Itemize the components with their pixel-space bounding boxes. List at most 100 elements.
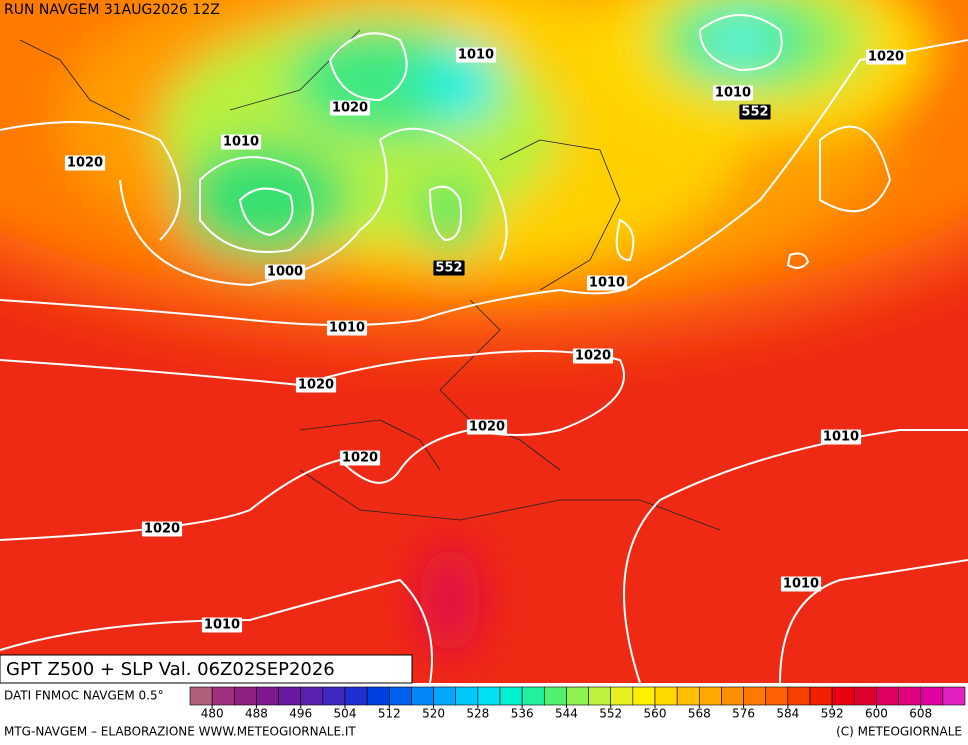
color-box — [809, 686, 833, 706]
title-box — [0, 654, 413, 684]
isobar-label-group: 1010 — [712, 85, 754, 101]
color-box — [654, 686, 678, 706]
color-box — [566, 686, 589, 706]
color-box — [366, 686, 390, 706]
isobar-label-group: 1020 — [329, 100, 371, 116]
color-box — [411, 686, 434, 706]
isobar — [328, 14, 892, 269]
isobar-label-group: 1020 — [865, 49, 907, 65]
isobar-label: 1010 — [204, 618, 240, 633]
tick-label: 584 — [776, 707, 799, 721]
isobar-label-bg — [780, 576, 822, 592]
isobar-label: 1010 — [223, 135, 259, 150]
isobar-label-group: 1020 — [295, 377, 337, 393]
isobar-label: 1020 — [575, 349, 611, 364]
run-label: RUN NAVGEM 31AUG2026 12Z — [4, 2, 220, 18]
tick-label: 528 — [466, 707, 489, 721]
isobar-label-bg — [329, 100, 371, 116]
isobar-label-group: 1010 — [220, 134, 262, 150]
color-box — [256, 686, 279, 706]
isobar-label-group: 1020 — [466, 419, 508, 435]
tick-label: 504 — [334, 707, 357, 721]
isobar-label: 1020 — [469, 420, 505, 435]
geopotential-field — [0, 0, 968, 655]
color-box — [278, 686, 302, 706]
isobar-label: 1010 — [458, 48, 494, 63]
isobar-label: 1020 — [868, 50, 904, 65]
isobar-label-group: 1010 — [820, 429, 862, 445]
tick-label: 480 — [201, 707, 224, 721]
isobar-label-bg — [865, 49, 907, 65]
color-box — [499, 686, 523, 706]
isobar-label-group: 1010 — [455, 47, 497, 63]
tick-label: 560 — [644, 707, 667, 721]
isobar-label-bg — [64, 155, 106, 171]
footer-left: MTG-NAVGEM – ELABORAZIONE WWW.METEOGIORN… — [4, 725, 356, 739]
color-box — [876, 686, 899, 706]
color-box — [743, 686, 767, 706]
isobar-label-group: 1010 — [326, 320, 368, 336]
height-label: 552 — [435, 261, 462, 276]
tick-label: 488 — [245, 707, 268, 721]
color-box — [942, 686, 966, 706]
isobar-label: 1020 — [67, 156, 103, 171]
color-box — [698, 686, 722, 706]
isobar-label-bg — [201, 617, 243, 633]
isobar-label-bg — [455, 47, 497, 63]
isobar-label: 1010 — [329, 321, 365, 336]
isobar-label-group: 1020 — [141, 521, 183, 537]
isobar-label: 1010 — [823, 430, 859, 445]
color-box — [388, 686, 412, 706]
isobar-label-group: 1020 — [572, 348, 614, 364]
color-box — [610, 686, 634, 706]
tick-label: 552 — [599, 707, 622, 721]
isobar-label: 1010 — [783, 577, 819, 592]
isobar-label: 1010 — [715, 86, 751, 101]
tick-label: 512 — [378, 707, 401, 721]
isobar — [0, 39, 968, 326]
map: RUN NAVGEM 31AUG2026 12Z 1010 1020 1010 102… — [0, 0, 968, 683]
color-box — [189, 686, 213, 706]
isobar-label-bg — [326, 320, 368, 336]
color-box — [765, 686, 789, 706]
tick-label: 576 — [732, 707, 755, 721]
isobar-label-group: 1000 — [264, 264, 306, 280]
isobar-label-bg — [264, 264, 306, 280]
tick-label: 496 — [289, 707, 312, 721]
isobar-label-group: 1020 — [339, 450, 381, 466]
isobar-label-bg — [820, 429, 862, 445]
color-box — [920, 686, 944, 706]
color-box — [898, 686, 922, 706]
color-box — [853, 686, 877, 706]
height-label-bg — [739, 104, 771, 120]
color-box — [211, 686, 235, 706]
isobar — [119, 127, 508, 287]
isobar-label-bg — [586, 275, 628, 291]
isobar-label-bg — [295, 377, 337, 393]
color-box — [477, 686, 501, 706]
isobar-label: 1020 — [298, 378, 334, 393]
map-title: GPT Z500 + SLP Val. 06Z02SEP2026 — [6, 659, 335, 680]
height-label-group: 552 — [739, 104, 771, 120]
isobar-label-group: 1010 — [780, 576, 822, 592]
isobar-label-bg — [220, 134, 262, 150]
isobar-label: 1020 — [144, 522, 180, 537]
height-label-bg — [433, 260, 465, 276]
color-box — [433, 686, 457, 706]
color-box — [543, 686, 567, 706]
isobar-label-bg — [339, 450, 381, 466]
isobar — [0, 121, 314, 253]
color-box — [588, 686, 612, 706]
tick-label: 520 — [422, 707, 445, 721]
map-labels: 1010 1020 1010 1020 1000 1010 1020 1010 1020 1020… — [64, 47, 907, 633]
tick-label: 536 — [511, 707, 534, 721]
isobar-label-group: 1010 — [201, 617, 243, 633]
isobar-label-group: 1020 — [64, 155, 106, 171]
color-box — [322, 686, 346, 706]
color-box — [300, 686, 324, 706]
isobar-label: 1000 — [267, 265, 303, 280]
color-box — [455, 686, 479, 706]
color-box — [831, 686, 855, 706]
color-box — [632, 686, 656, 706]
